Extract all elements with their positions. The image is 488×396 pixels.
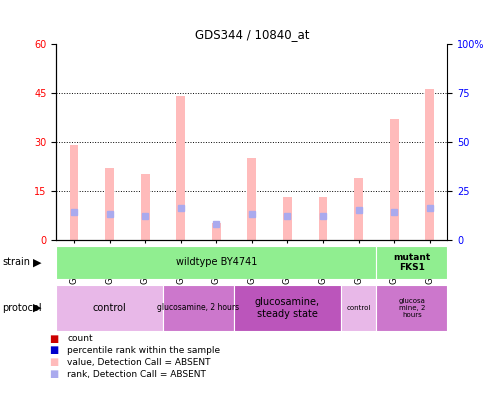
Text: strain: strain [2, 257, 30, 267]
Bar [425, 89, 433, 240]
Text: glucosamine,
steady state: glucosamine, steady state [254, 297, 319, 319]
Text: mutant
FKS1: mutant FKS1 [392, 253, 429, 272]
Text: glucosamine, 2 hours: glucosamine, 2 hours [157, 303, 239, 312]
Text: ▶: ▶ [33, 257, 41, 267]
Text: rank, Detection Call = ABSENT: rank, Detection Call = ABSENT [67, 370, 206, 379]
Text: count: count [67, 334, 93, 343]
Bar [247, 158, 256, 240]
Text: glucosa
mine, 2
hours: glucosa mine, 2 hours [398, 298, 425, 318]
Bar [141, 174, 149, 240]
Text: wildtype BY4741: wildtype BY4741 [175, 257, 256, 267]
Text: ▶: ▶ [33, 303, 41, 313]
Bar [105, 168, 114, 240]
Bar [211, 223, 220, 240]
Text: ■: ■ [49, 369, 58, 379]
Text: control: control [346, 305, 370, 311]
Text: control: control [93, 303, 126, 313]
Text: value, Detection Call = ABSENT: value, Detection Call = ABSENT [67, 358, 210, 367]
Title: GDS344 / 10840_at: GDS344 / 10840_at [194, 28, 308, 41]
Text: ■: ■ [49, 345, 58, 356]
Bar [176, 96, 185, 240]
Text: ■: ■ [49, 357, 58, 367]
Bar [56, 285, 163, 331]
Bar [353, 177, 362, 240]
Text: ■: ■ [49, 333, 58, 344]
Bar [234, 285, 340, 331]
Text: percentile rank within the sample: percentile rank within the sample [67, 346, 220, 355]
Bar [340, 285, 376, 331]
Bar [163, 285, 234, 331]
Bar [318, 197, 327, 240]
Bar [283, 197, 291, 240]
Bar [389, 119, 398, 240]
Bar [376, 285, 447, 331]
Text: protocol: protocol [2, 303, 42, 313]
Bar [69, 145, 78, 240]
Bar [376, 246, 447, 279]
Bar [56, 246, 376, 279]
